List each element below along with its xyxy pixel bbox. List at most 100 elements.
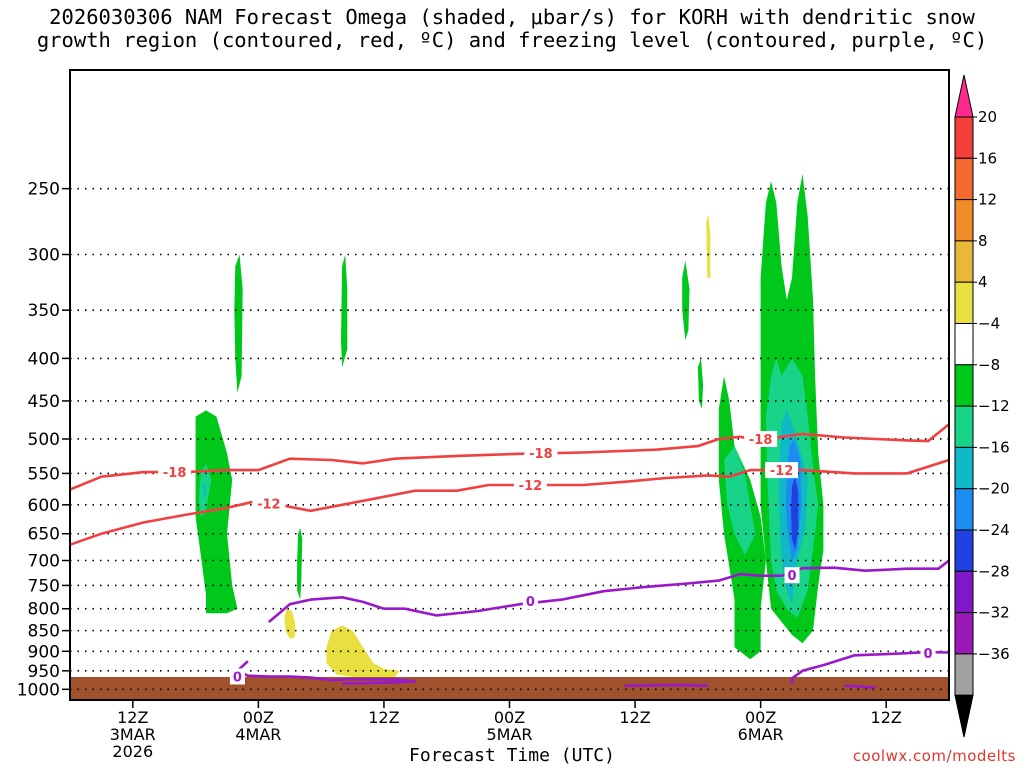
colorbar-label-3: 8: [978, 232, 988, 250]
dgz-contour-label-1-2: -12: [770, 464, 794, 479]
omega-region-4: [341, 254, 348, 368]
x-tick-label-3-1: 5MAR: [486, 725, 532, 744]
y-tick-label-800: 800: [28, 600, 60, 620]
colorbar-swatch-5: [954, 281, 974, 325]
y-tick-label-400: 400: [28, 349, 60, 369]
contour-layer: -18 -18 -18 -12 -12 -12 0 0 0 0: [70, 423, 949, 689]
colorbar-label-8: −16: [978, 438, 1010, 456]
dgz-contour-label-1-1: -12: [519, 479, 543, 494]
y-tick-label-350: 350: [28, 301, 60, 321]
dgz-contour-0: [70, 423, 949, 491]
colorbar-swatch-1: [954, 116, 974, 159]
colorbar-label-11: −28: [978, 562, 1010, 580]
x-tick-label-1-1: 4MAR: [235, 725, 281, 744]
omega-region-17: [791, 476, 799, 550]
colorbar-label-5: −4: [978, 315, 1000, 333]
colorbar-label-6: −8: [978, 356, 1000, 374]
dgz-label-bg-1-1: [513, 477, 547, 494]
omega-shading-layer: [195, 173, 824, 679]
colorbar: 20 16 12 8 4 −4 −8 −12 −16 −20 −24 −28 −32 −36: [954, 74, 1010, 738]
colorbar-label-2: 12: [978, 191, 997, 209]
x-tick-label-0-2: 2026: [112, 742, 153, 761]
omega-region-0: [195, 410, 238, 614]
omega-region-12: [724, 446, 756, 556]
title-line-1: 2026030306 NAM Forecast Omega (shaded, μ…: [49, 5, 975, 29]
y-tick-label-450: 450: [28, 392, 60, 412]
y-axis: 2503003504004505005506006507007508008509…: [17, 180, 70, 700]
colorbar-top-arrow: [954, 74, 974, 118]
freezing-label-bg-0-0: [522, 592, 538, 609]
y-tick-label-700: 700: [28, 552, 60, 572]
colorbar-swatch-11: [954, 529, 974, 572]
dgz-label-bg-0-1: [524, 445, 558, 462]
x-tick-label-4-0: 12Z: [619, 708, 650, 727]
colorbar-swatch-4: [954, 240, 974, 283]
dgz-label-bg-1-0: [252, 495, 286, 512]
omega-region-6: [284, 608, 295, 639]
dgz-contour-label-0-0: -18: [163, 466, 187, 481]
x-tick-label-0-1: 3MAR: [110, 725, 156, 744]
y-tick-label-250: 250: [28, 180, 60, 200]
dgz-contour-label-0-2: -18: [749, 433, 773, 448]
freezing-contour-label-0-0: 0: [526, 595, 535, 610]
y-tick-label-950: 950: [28, 662, 60, 682]
colorbar-swatch-6: [954, 323, 974, 366]
omega-region-10: [697, 358, 704, 409]
x-axis-label: Forecast Time (UTC): [409, 745, 615, 766]
colorbar-label-12: −32: [978, 604, 1010, 622]
colorbar-swatch-8: [954, 405, 974, 448]
x-tick-label-1-0: 00Z: [243, 708, 274, 727]
colorbar-bottom-arrow: [954, 694, 974, 738]
ground-layer: [70, 677, 949, 700]
colorbar-label-1: 16: [978, 149, 997, 167]
dgz-label-bg-0-2: [744, 430, 778, 447]
colorbar-swatch-14: [954, 653, 974, 696]
y-tick-label-600: 600: [28, 496, 60, 516]
omega-region-9: [682, 260, 690, 340]
freezing-contour-label-2-0: 0: [924, 647, 933, 662]
freezing-contour-0: [267, 559, 949, 623]
x-tick-label-0-0: 12Z: [117, 708, 148, 727]
dgz-contour-label-1-0: -12: [257, 498, 281, 513]
title-line-2: growth region (contoured, red, ºC) and f…: [36, 28, 988, 52]
x-tick-label-6-0: 12Z: [871, 708, 902, 727]
freezing-label-bg-1-0: [229, 668, 245, 685]
freezing-label-bg-0-1: [784, 567, 800, 584]
colorbar-swatch-7: [954, 364, 974, 407]
freezing-label-bg-2-0: [920, 644, 936, 661]
colorbar-label-9: −20: [978, 480, 1010, 498]
x-tick-label-2-0: 12Z: [368, 708, 399, 727]
y-tick-label-850: 850: [28, 622, 60, 642]
y-tick-label-900: 900: [28, 642, 60, 662]
colorbar-label-13: −36: [978, 645, 1010, 663]
colorbar-label-0: 20: [978, 108, 997, 126]
y-tick-label-300: 300: [28, 245, 60, 265]
x-tick-label-5-0: 00Z: [745, 708, 776, 727]
y-tick-label-750: 750: [28, 576, 60, 596]
freezing-contour-3: [844, 684, 876, 689]
y-tick-label-650: 650: [28, 525, 60, 545]
dgz-contour-label-0-1: -18: [529, 447, 553, 462]
colorbar-swatch-12: [954, 570, 974, 614]
freezing-contour-label-1-0: 0: [233, 670, 242, 685]
chart-title: 2026030306 NAM Forecast Omega (shaded, μ…: [0, 6, 1024, 52]
colorbar-label-10: −24: [978, 521, 1010, 539]
x-tick-label-3-0: 00Z: [494, 708, 525, 727]
colorbar-label-4: 4: [978, 273, 988, 291]
y-tick-label-500: 500: [28, 430, 60, 450]
dgz-label-bg-0-0: [158, 464, 192, 481]
freezing-contour-4: [624, 683, 709, 687]
dgz-label-bg-1-2: [765, 462, 799, 479]
colorbar-swatch-2: [954, 157, 974, 201]
source-credit: coolwx.com/modelts: [852, 747, 1016, 765]
colorbar-swatch-10: [954, 488, 974, 531]
colorbar-label-7: −12: [978, 397, 1010, 415]
omega-region-2: [202, 481, 206, 499]
colorbar-swatch-13: [954, 612, 974, 655]
colorbar-swatch-3: [954, 199, 974, 242]
omega-region-8: [706, 213, 711, 278]
y-tick-label-1000: 1000: [17, 680, 60, 700]
colorbar-swatch-9: [954, 446, 974, 490]
